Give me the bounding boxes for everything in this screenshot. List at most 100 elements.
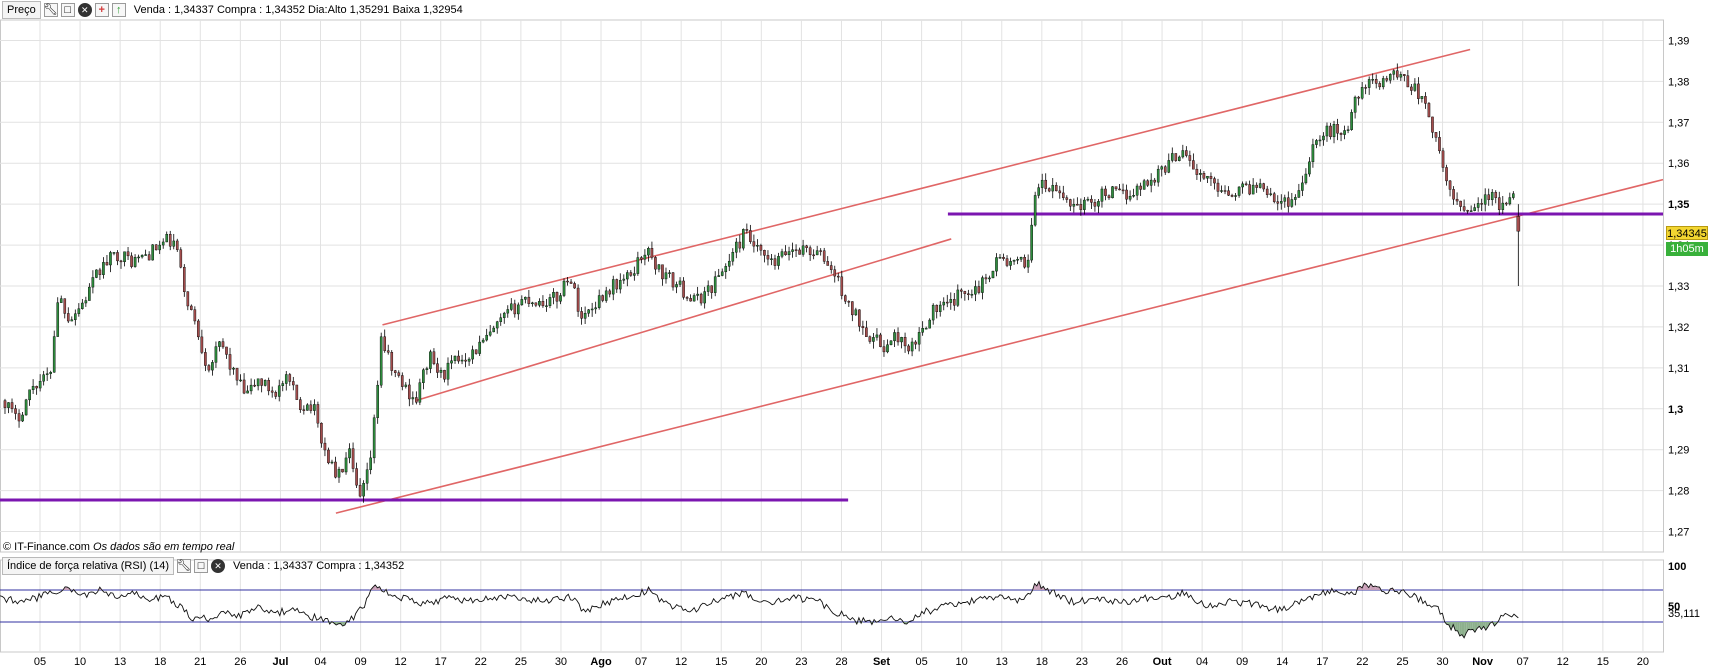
x-tick-label: 07 <box>1517 656 1529 668</box>
wrench-icon[interactable]: 🔧︎ <box>43 3 58 17</box>
candle-body <box>14 408 17 414</box>
candle-body <box>879 334 882 347</box>
trendline-annotations[interactable] <box>0 48 1664 514</box>
candle-body <box>21 414 24 422</box>
candle-body <box>316 404 320 424</box>
candle-body <box>200 336 204 353</box>
candle-body <box>1023 256 1026 268</box>
candle-body <box>1392 70 1396 75</box>
candle-body <box>1181 150 1185 158</box>
wrench-icon[interactable]: 🔧︎ <box>177 559 192 573</box>
candle-body <box>31 385 35 391</box>
price-quote-info: Venda : 1,34337 Compra : 1,34352 Dia:Alt… <box>133 4 463 16</box>
close-icon[interactable]: ✕ <box>211 559 226 573</box>
arrow-up-icon[interactable]: ↑ <box>111 3 126 17</box>
candle-body <box>88 286 91 301</box>
candle-body <box>875 334 879 338</box>
candle-body <box>517 304 520 315</box>
candle-body <box>408 384 411 400</box>
x-tick-label: 25 <box>1396 656 1408 668</box>
rsi-panel-title[interactable]: Índice de força relativa (RSI) (14) <box>2 557 175 575</box>
rsi-y-tick-label: 50 <box>1668 601 1680 613</box>
rsi-oversold-fill <box>1461 622 1465 638</box>
candle-body <box>548 297 552 306</box>
candle-body <box>1069 199 1072 207</box>
candle-body <box>1251 184 1255 195</box>
candle-body <box>140 255 144 258</box>
candle-body <box>84 300 88 304</box>
candle-body <box>840 276 844 296</box>
candle-body <box>123 251 126 263</box>
candle-body <box>805 245 808 248</box>
candle-body <box>1118 188 1121 191</box>
candle-body <box>291 381 295 386</box>
credit-source: © IT-Finance.com <box>3 541 90 553</box>
window-icon[interactable]: □ <box>60 3 75 17</box>
candle-body <box>1473 207 1476 211</box>
candle-body <box>622 278 626 281</box>
candle-body <box>822 250 826 262</box>
candle-body <box>249 384 253 392</box>
candle-body <box>341 468 344 473</box>
x-tick-label: 04 <box>1196 656 1208 668</box>
candle-body <box>791 249 794 252</box>
x-tick-label: 15 <box>1597 656 1609 668</box>
rsi-line-layer <box>0 580 1519 639</box>
candle-body <box>604 290 608 301</box>
window-icon[interactable]: □ <box>194 559 209 573</box>
candle-body <box>865 327 868 337</box>
candle-body <box>647 248 650 256</box>
candle-body <box>907 345 910 352</box>
candle-body <box>903 337 907 347</box>
candle-body <box>910 341 914 352</box>
candle-body <box>1114 186 1118 190</box>
candle-body <box>1490 192 1494 200</box>
x-tick-label: 21 <box>194 656 206 668</box>
candle-body <box>685 297 689 299</box>
candle-body <box>464 359 467 362</box>
candle-body <box>664 272 668 280</box>
candle-body <box>1097 201 1100 207</box>
candle-body <box>956 289 960 306</box>
candle-body <box>1139 185 1142 190</box>
candle-body <box>1170 153 1174 161</box>
candle-body <box>1244 183 1248 186</box>
candle-body <box>256 378 260 387</box>
candle-body <box>752 241 756 247</box>
candle-body <box>1265 188 1269 195</box>
candle-body <box>1466 210 1469 212</box>
candle-body <box>137 256 140 259</box>
candle-body <box>1325 125 1329 137</box>
candle-body <box>506 309 510 314</box>
candle-body <box>1441 150 1445 168</box>
candle-body <box>931 304 935 321</box>
candle-body <box>678 280 682 285</box>
close-icon[interactable]: ✕ <box>77 3 92 17</box>
candle-body <box>573 283 576 289</box>
candle-body <box>1301 182 1304 191</box>
x-tick-label: 13 <box>996 656 1008 668</box>
rsi-oversold-fill <box>1457 622 1460 636</box>
candle-body <box>1185 150 1188 156</box>
candle-body <box>246 390 249 394</box>
candle-body <box>763 250 766 256</box>
candle-body <box>239 379 242 382</box>
candle-body <box>1388 74 1392 81</box>
rsi-y-axis: 100 50 <box>1668 561 1686 613</box>
candle-body <box>1315 140 1318 145</box>
x-tick-label: 28 <box>835 656 847 668</box>
price-panel-title[interactable]: Preço <box>2 1 41 19</box>
candle-body <box>302 409 306 411</box>
candle-body <box>397 372 401 376</box>
candle-body <box>1216 182 1220 192</box>
candle-body <box>917 332 921 345</box>
zoom-in-icon[interactable]: + <box>94 3 109 17</box>
rsi-oversold-fill <box>1470 622 1473 630</box>
candle-body <box>699 293 703 304</box>
candle-body <box>1427 103 1431 118</box>
candle-body <box>168 234 172 247</box>
candle-body <box>1455 198 1459 202</box>
candle-body <box>629 272 633 276</box>
candle-body <box>545 305 548 307</box>
